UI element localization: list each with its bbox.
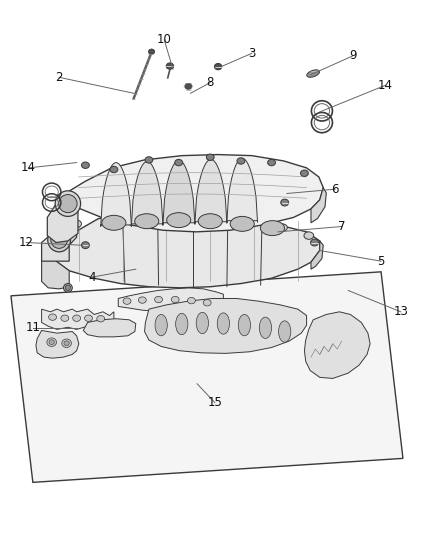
Polygon shape [145,298,307,353]
Ellipse shape [243,219,252,227]
Polygon shape [163,160,195,224]
Ellipse shape [64,284,72,292]
Polygon shape [304,312,370,378]
Text: 5: 5 [378,255,385,268]
Ellipse shape [48,228,71,252]
Ellipse shape [175,159,183,166]
Ellipse shape [196,312,208,334]
Ellipse shape [62,339,71,348]
Ellipse shape [73,315,81,321]
Ellipse shape [47,338,57,346]
Text: 15: 15 [207,396,222,409]
Ellipse shape [166,213,191,228]
Text: 13: 13 [393,305,408,318]
Ellipse shape [176,313,188,335]
Ellipse shape [171,296,179,303]
Ellipse shape [85,315,92,321]
Ellipse shape [155,296,162,303]
Ellipse shape [64,341,69,345]
Ellipse shape [102,215,126,230]
Ellipse shape [260,221,285,236]
Polygon shape [42,252,69,289]
Polygon shape [11,272,403,482]
Polygon shape [57,155,323,232]
Polygon shape [131,161,163,225]
Ellipse shape [173,215,182,222]
Text: 4: 4 [88,271,96,284]
Ellipse shape [208,216,217,224]
Text: 11: 11 [25,321,40,334]
Ellipse shape [185,83,192,90]
Ellipse shape [259,317,272,338]
Polygon shape [311,241,323,269]
Ellipse shape [51,231,67,248]
Ellipse shape [61,315,69,321]
Ellipse shape [110,166,118,173]
Text: 6: 6 [331,183,339,196]
Polygon shape [36,330,79,358]
Text: 8: 8 [207,76,214,89]
Ellipse shape [155,314,167,336]
Ellipse shape [279,321,291,342]
Ellipse shape [166,63,173,69]
Ellipse shape [203,300,211,306]
Ellipse shape [81,162,89,168]
Ellipse shape [49,340,54,344]
Ellipse shape [138,214,147,221]
Ellipse shape [237,158,245,164]
Ellipse shape [81,242,89,248]
Ellipse shape [304,232,314,239]
Text: 9: 9 [349,50,357,62]
Polygon shape [195,159,227,223]
Polygon shape [311,188,326,223]
Ellipse shape [278,224,287,231]
Ellipse shape [55,191,81,216]
Ellipse shape [198,214,222,229]
Polygon shape [118,288,223,311]
Ellipse shape [97,316,105,322]
Ellipse shape [49,314,57,320]
Text: 14: 14 [21,161,36,174]
Ellipse shape [145,157,153,163]
Text: 12: 12 [19,236,34,249]
Ellipse shape [135,214,159,229]
Ellipse shape [148,49,155,54]
Polygon shape [47,201,78,243]
Ellipse shape [72,220,81,228]
Polygon shape [42,309,114,329]
Ellipse shape [65,285,71,290]
Polygon shape [101,163,131,227]
Ellipse shape [238,314,251,336]
Ellipse shape [138,297,146,303]
Ellipse shape [230,216,254,231]
Polygon shape [42,219,77,261]
Text: 10: 10 [157,34,172,46]
Polygon shape [83,319,136,337]
Ellipse shape [187,297,195,304]
Polygon shape [227,158,258,222]
Text: 3: 3 [248,47,255,60]
Ellipse shape [59,195,77,213]
Ellipse shape [217,313,230,334]
Ellipse shape [281,199,289,206]
Ellipse shape [206,154,214,160]
Text: 14: 14 [378,79,393,92]
Ellipse shape [300,170,308,176]
Ellipse shape [123,298,131,304]
Ellipse shape [311,239,318,246]
Text: 2: 2 [55,71,63,84]
Ellipse shape [307,70,320,77]
Ellipse shape [214,63,222,70]
Ellipse shape [268,159,276,166]
Text: 7: 7 [338,220,346,233]
Ellipse shape [107,215,117,222]
Polygon shape [55,216,320,288]
